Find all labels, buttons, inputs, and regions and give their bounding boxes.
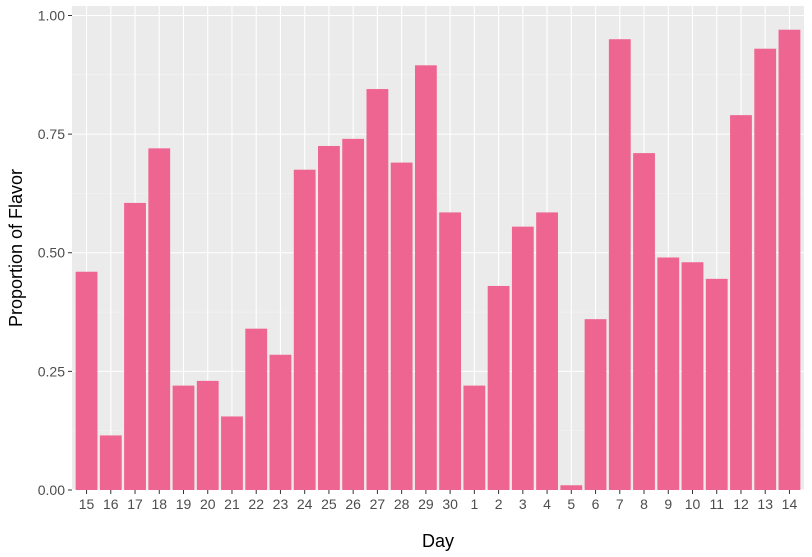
bar-25 xyxy=(318,145,340,490)
y-tick-label: 0.00 xyxy=(38,482,65,498)
x-tick-label: 7 xyxy=(616,496,624,512)
bar-13 xyxy=(754,48,777,491)
bar-18 xyxy=(148,148,171,490)
bar-20 xyxy=(196,380,219,490)
x-tick-label: 4 xyxy=(543,496,551,512)
y-tick-label: 1.00 xyxy=(38,7,65,23)
x-tick-label: 25 xyxy=(321,496,337,512)
bar-1 xyxy=(463,385,486,490)
x-tick-label: 11 xyxy=(709,496,724,512)
x-axis-ticks: 15 16 17 18 19 20 21 22 23 24 25 26 27 28 29 30 1 2 3 4 5 6 7 8… xyxy=(79,490,798,512)
bar-30 xyxy=(439,212,462,491)
x-tick-label: 26 xyxy=(345,496,361,512)
x-tick-label: 12 xyxy=(733,496,749,512)
x-tick-label: 28 xyxy=(394,496,410,512)
bar-9 xyxy=(657,257,680,490)
bar-27 xyxy=(366,89,389,490)
bar-19 xyxy=(172,385,195,490)
bar-22 xyxy=(245,328,268,490)
x-tick-label: 10 xyxy=(685,496,701,512)
bar-11 xyxy=(705,278,728,490)
x-tick-label: 5 xyxy=(567,496,575,512)
bar-10 xyxy=(681,262,704,490)
bar-6 xyxy=(584,319,607,490)
bar-2 xyxy=(487,285,510,490)
bar-21 xyxy=(221,416,243,490)
x-tick-label: 6 xyxy=(592,496,600,512)
x-tick-label: 16 xyxy=(103,496,119,512)
x-tick-label: 3 xyxy=(519,496,527,512)
y-axis-title: Proportion of Flavor xyxy=(6,169,26,327)
x-axis-title: Day xyxy=(422,531,454,551)
x-tick-label: 18 xyxy=(151,496,167,512)
bar-23 xyxy=(269,354,292,490)
y-tick-label: 0.25 xyxy=(38,363,65,379)
x-tick-label: 15 xyxy=(79,496,95,512)
x-tick-label: 22 xyxy=(248,496,264,512)
x-tick-label: 24 xyxy=(297,496,313,512)
x-tick-label: 2 xyxy=(495,496,503,512)
x-tick-label: 8 xyxy=(640,496,648,512)
x-tick-label: 1 xyxy=(470,496,478,512)
bars xyxy=(75,29,801,491)
bar-16 xyxy=(99,435,122,490)
x-tick-label: 21 xyxy=(224,496,240,512)
bar-8 xyxy=(633,153,655,491)
x-tick-label: 17 xyxy=(127,496,143,512)
y-tick-label: 0.50 xyxy=(38,245,65,261)
x-tick-label: 23 xyxy=(273,496,289,512)
y-tick-label: 0.75 xyxy=(38,126,65,142)
bar-29 xyxy=(414,65,437,491)
bar-5 xyxy=(560,485,583,490)
x-tick-label: 27 xyxy=(370,496,386,512)
x-tick-label: 9 xyxy=(664,496,672,512)
bar-24 xyxy=(293,169,316,491)
bar-28 xyxy=(390,162,413,490)
bar-14 xyxy=(778,29,801,490)
bar-7 xyxy=(608,39,631,490)
bar-4 xyxy=(536,212,558,491)
y-axis-ticks: 0.00 0.25 0.50 0.75 1.00 xyxy=(38,7,72,498)
bar-3 xyxy=(511,226,534,490)
x-tick-label: 13 xyxy=(757,496,773,512)
x-tick-label: 30 xyxy=(442,496,458,512)
x-tick-label: 20 xyxy=(200,496,216,512)
x-tick-label: 29 xyxy=(418,496,434,512)
x-tick-label: 19 xyxy=(176,496,192,512)
bar-17 xyxy=(124,202,146,490)
x-tick-label: 14 xyxy=(782,496,798,512)
bar-15 xyxy=(75,271,98,490)
bar-12 xyxy=(730,115,752,490)
bar-26 xyxy=(342,138,365,491)
